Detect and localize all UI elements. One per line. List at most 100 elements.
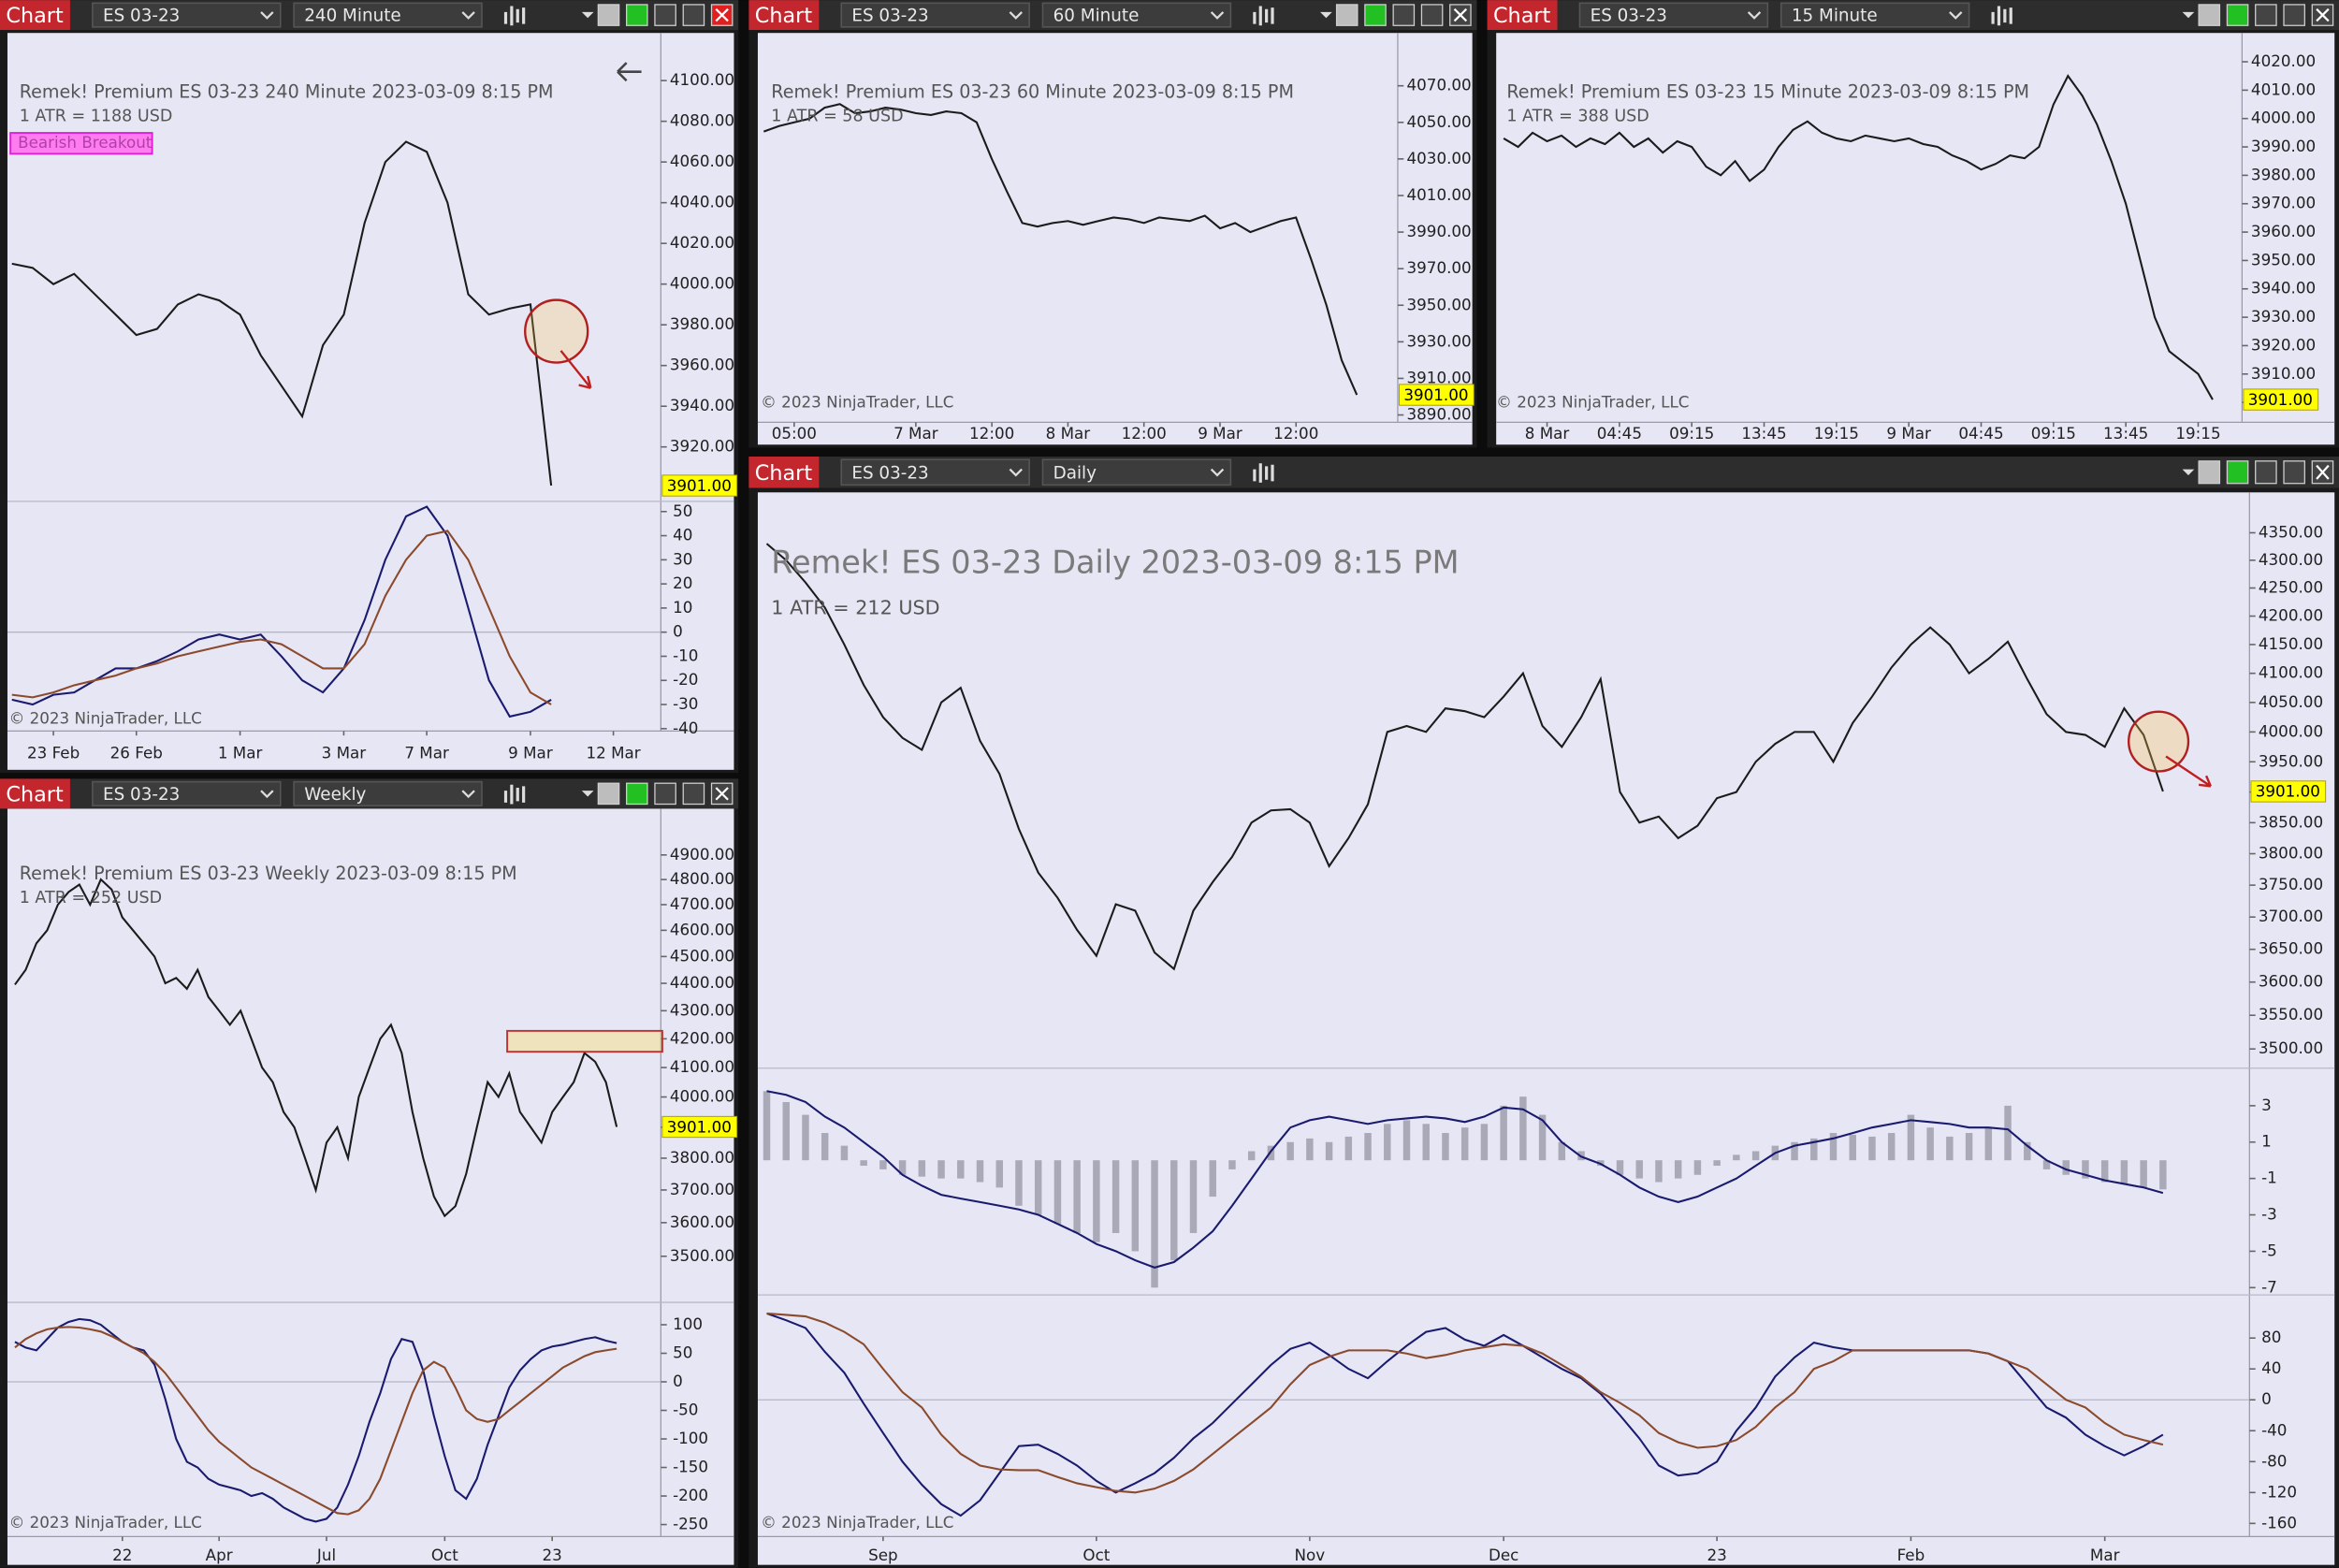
interval-dropdown[interactable]	[1041, 458, 1232, 486]
interval-label[interactable]: 15 Minute	[1792, 7, 1878, 26]
link-green[interactable]	[2226, 4, 2249, 26]
indicator-line	[11, 505, 552, 719]
instrument-dropdown[interactable]	[1578, 2, 1769, 28]
link-gray[interactable]	[597, 782, 620, 806]
window-maximize[interactable]	[682, 782, 705, 806]
link-green[interactable]	[626, 4, 648, 26]
chart-tab-label: Chart	[6, 782, 64, 806]
bar-type-icon[interactable]	[503, 6, 526, 26]
dropdown-arrow[interactable]	[581, 791, 594, 797]
dropdown-chevron	[1009, 11, 1023, 20]
histogram-bar	[1151, 1160, 1158, 1288]
link-gray[interactable]	[2198, 460, 2221, 485]
y-tick-label: 3910.00	[1407, 368, 1472, 386]
interval-label[interactable]: Weekly	[304, 785, 366, 805]
y-tick-label: 4050.00	[1407, 112, 1472, 131]
y-tick-label: 40	[673, 526, 692, 544]
chart-window: Chart ES 03-23 Daily 4350.00 4300.00 4250.00 4…	[748, 457, 2339, 1568]
chart-tab	[748, 0, 820, 31]
window-minimize[interactable]	[654, 782, 676, 806]
y-tick-label: 4250.00	[2259, 577, 2323, 596]
instrument-dropdown[interactable]	[840, 2, 1030, 28]
chart-background	[1496, 33, 2335, 445]
dropdown-arrow[interactable]	[581, 11, 594, 19]
y-tick-label: -1	[2261, 1169, 2277, 1187]
dropdown-arrow[interactable]	[2182, 469, 2195, 475]
window-maximize[interactable]	[682, 4, 705, 26]
y-tick-label: -7	[2261, 1277, 2277, 1296]
x-tick-label: Sep	[868, 1546, 898, 1564]
instrument-dropdown[interactable]	[92, 780, 282, 806]
histogram-bar	[1868, 1136, 1876, 1161]
window-minimize[interactable]	[1392, 4, 1416, 26]
histogram-bar	[1965, 1133, 1973, 1161]
x-tick-label: 19:15	[2175, 424, 2220, 443]
x-tick-label: Feb	[1897, 1546, 1925, 1564]
histogram-bar	[2100, 1160, 2109, 1183]
window-maximize[interactable]	[2283, 460, 2305, 485]
instrument-dropdown[interactable]	[840, 458, 1030, 486]
bar-type-icon[interactable]	[1253, 463, 1274, 483]
interval-dropdown[interactable]	[293, 780, 483, 806]
histogram-bar	[1460, 1127, 1469, 1161]
histogram-bar	[1751, 1151, 1760, 1161]
histogram-bar	[2159, 1160, 2167, 1190]
y-tick-label: 4700.00	[670, 894, 734, 913]
x-tick-label: 3 Mar	[322, 743, 367, 762]
link-gray[interactable]	[1335, 4, 1358, 26]
last-price-label: 3901.00	[667, 1117, 732, 1136]
y-tick-label: 3700.00	[2259, 907, 2323, 925]
link-green[interactable]	[2226, 460, 2249, 485]
interval-label[interactable]: Daily	[1053, 463, 1097, 483]
dropdown-chevron	[1009, 468, 1023, 477]
y-tick-label: -40	[2261, 1420, 2287, 1439]
window-minimize[interactable]	[654, 4, 676, 26]
histogram-bar	[1286, 1141, 1294, 1161]
interval-label[interactable]: 240 Minute	[304, 7, 400, 26]
instrument-label[interactable]: ES 03-23	[851, 7, 928, 26]
link-green[interactable]	[626, 782, 648, 806]
link-gray[interactable]	[2198, 4, 2221, 26]
window-minimize[interactable]	[2255, 4, 2277, 26]
y-tick-label: 3650.00	[2259, 939, 2323, 958]
histogram-bar	[1209, 1160, 1216, 1198]
interval-dropdown[interactable]	[1780, 2, 1970, 28]
copyright: © 2023 NinjaTrader, LLC	[761, 1513, 953, 1532]
histogram-bar	[1015, 1160, 1023, 1206]
interval-dropdown[interactable]	[1041, 2, 1232, 28]
bar-type-icon[interactable]	[503, 784, 526, 805]
y-tick-label: 4040.00	[670, 193, 734, 211]
instrument-label[interactable]: ES 03-23	[1591, 7, 1667, 26]
y-tick-label: 4080.00	[670, 111, 734, 130]
link-gray[interactable]	[597, 4, 620, 26]
histogram-bar	[1247, 1151, 1256, 1161]
dropdown-arrow[interactable]	[1320, 11, 1332, 19]
bar-type-icon[interactable]	[1253, 6, 1274, 26]
y-tick-label: 4600.00	[670, 920, 734, 938]
histogram-bar	[2120, 1160, 2128, 1184]
indicator-line	[14, 1326, 617, 1516]
interval-label[interactable]: 60 Minute	[1053, 7, 1140, 26]
y-tick-label: 3910.00	[2251, 364, 2316, 383]
instrument-label[interactable]: ES 03-23	[851, 463, 928, 483]
window-maximize[interactable]	[2283, 4, 2305, 26]
instrument-label[interactable]: ES 03-23	[103, 7, 180, 26]
bar-type-icon[interactable]	[1991, 6, 2012, 26]
y-tick-label: 3600.00	[2259, 972, 2323, 991]
instrument-label[interactable]: ES 03-23	[103, 785, 180, 805]
window-minimize[interactable]	[2255, 460, 2277, 485]
y-tick-label: 4300.00	[670, 1000, 734, 1019]
y-tick-label: 3890.00	[1407, 405, 1472, 424]
y-tick-label: -200	[673, 1486, 708, 1504]
link-green[interactable]	[1364, 4, 1387, 26]
y-tick-label: 3500.00	[2259, 1038, 2323, 1057]
x-tick-label: 8 Mar	[1525, 424, 1570, 443]
chart-tab	[748, 457, 820, 488]
instrument-dropdown[interactable]	[92, 2, 282, 28]
y-tick-label: 30	[673, 549, 692, 568]
interval-dropdown[interactable]	[293, 2, 483, 28]
dropdown-chevron	[1949, 11, 1963, 20]
dropdown-arrow[interactable]	[2182, 11, 2195, 19]
window-maximize[interactable]	[1420, 4, 1444, 26]
